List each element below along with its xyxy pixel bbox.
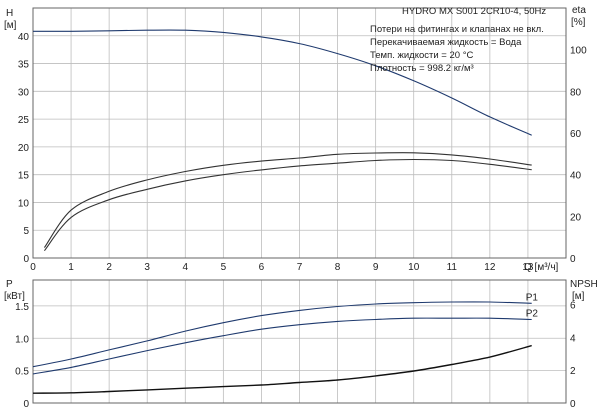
efficiency-axis-label: eta — [572, 5, 586, 16]
x-tick-label: 8 — [335, 262, 341, 273]
y2-tick-label: 100 — [570, 46, 587, 57]
y2-tick-label: 0 — [570, 254, 576, 265]
x-tick-label: 1 — [68, 262, 74, 273]
flow-axis-label: Q [м³/ч] — [524, 262, 559, 273]
npsh-axis-label: NPSH — [570, 279, 598, 290]
head-axis-label: H — [6, 8, 13, 19]
info-line-density: Плотность = 998.2 кг/м³ — [370, 63, 474, 74]
y-tick-label: 15 — [18, 171, 30, 182]
y-tick-label: 5 — [23, 226, 29, 237]
right-axis-series-2-line — [43, 158, 532, 252]
npsh-axis-unit: [м] — [572, 291, 585, 302]
info-line-losses: Потери на фитингах и клапанах не вкл. — [370, 24, 544, 35]
y-tick-label: 40 — [18, 32, 30, 43]
right-axis-series-1-line — [43, 152, 532, 248]
y-tick-label: 1.0 — [15, 334, 29, 345]
x-tick-label: 4 — [183, 262, 189, 273]
efficiency-y-tick-labels: 0 20 40 60 80 100 — [570, 46, 587, 265]
y-tick-label: 0 — [23, 254, 29, 265]
x-tick-label: 6 — [259, 262, 265, 273]
power-plot-frame — [32, 279, 567, 404]
x-tick-label: 13 — [522, 262, 534, 273]
x-tick-label: 9 — [373, 262, 379, 273]
x-tick-label: 11 — [447, 262, 458, 273]
y2-tick-label: 20 — [570, 212, 582, 223]
y-tick-label: 0.5 — [15, 367, 29, 378]
x-tick-label: 12 — [484, 262, 496, 273]
head-axis-unit: [м] — [4, 20, 17, 31]
y2-tick-label: 4 — [570, 333, 576, 344]
y2-tick-label: 0 — [570, 399, 576, 410]
info-line-temperature: Темп. жидкости = 20 °C — [370, 50, 473, 61]
power-y-tick-labels: 0 0.5 1.0 1.5 — [15, 302, 29, 410]
npsh-y-tick-labels: 0 2 4 6 — [570, 301, 576, 410]
power-axis-unit: [кВт] — [4, 291, 25, 302]
x-tick-label: 3 — [144, 262, 150, 273]
series-label-p2: P2 — [526, 308, 539, 319]
p2-series-1-line — [32, 317, 532, 375]
y2-tick-label: 40 — [570, 171, 582, 182]
head-plot-frame — [32, 7, 567, 259]
y2-tick-label: 2 — [570, 366, 576, 377]
series-label-p1: P1 — [526, 292, 539, 303]
efficiency-axis-unit: [%] — [571, 17, 586, 28]
right-axis-series-2-line — [32, 344, 532, 394]
x-tick-label: 0 — [30, 262, 36, 273]
x-tick-label: 7 — [297, 262, 303, 273]
pump-model-title: HYDRO MX S001 2CR10-4, 50Hz — [402, 6, 546, 17]
x-tick-label: 2 — [106, 262, 112, 273]
y-tick-label: 25 — [18, 115, 30, 126]
y-tick-label: 30 — [18, 87, 30, 98]
x-tick-label: 10 — [408, 262, 420, 273]
y2-tick-label: 6 — [570, 301, 576, 312]
y-tick-label: 20 — [18, 143, 30, 154]
y-tick-label: 10 — [18, 198, 30, 209]
x-tick-label: 5 — [221, 262, 227, 273]
power-grid — [32, 280, 566, 404]
y2-tick-label: 60 — [570, 129, 582, 140]
p1-series-0-line — [32, 301, 532, 368]
left-axis-series-0-line — [32, 29, 532, 136]
y2-tick-label: 80 — [570, 87, 582, 98]
head-x-tick-labels: 0 1 2 3 4 5 6 7 8 9 10 11 12 13 — [30, 262, 534, 273]
power-axis-label: P — [6, 279, 13, 290]
y-tick-label: 1.5 — [15, 302, 29, 313]
info-box: HYDRO MX S001 2CR10-4, 50Hz Потери на фи… — [370, 6, 546, 74]
head-efficiency-series — [32, 29, 532, 252]
head-y-tick-labels: 0 5 10 15 20 25 30 35 40 — [18, 32, 30, 265]
info-line-liquid: Перекачиваемая жидкость = Вода — [370, 37, 522, 48]
y-tick-label: 35 — [18, 60, 30, 71]
y-tick-label: 0 — [23, 399, 29, 410]
